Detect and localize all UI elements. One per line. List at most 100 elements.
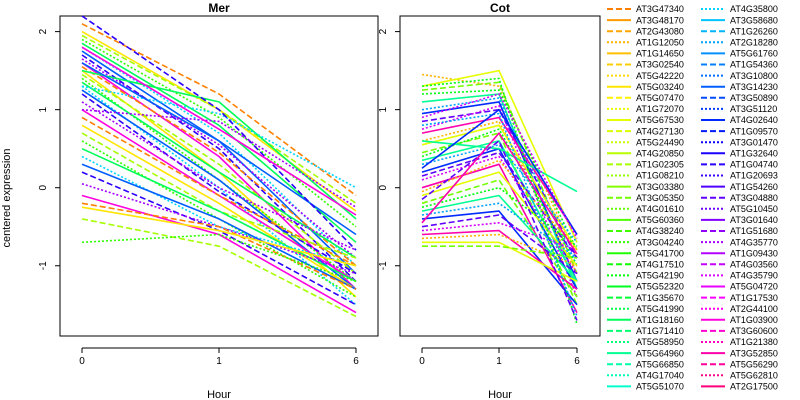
legend-label: AT4G35800	[730, 4, 778, 14]
legend-label: AT2G18280	[730, 38, 778, 48]
series-line-mer	[81, 233, 357, 283]
series-line-cot	[421, 89, 578, 251]
panel-title-mer: Mer	[208, 1, 230, 15]
legend-label: AT5G62810	[730, 371, 778, 381]
series-line-cot	[421, 116, 578, 235]
legend-label: AT5G10450	[730, 204, 778, 214]
panel-cot: Cot Hour -1 0 1 2 0 1 6	[378, 1, 601, 400]
x-tick-label: 6	[574, 356, 580, 367]
series-line-cot	[421, 77, 578, 325]
legend-label: AT4G01610	[636, 204, 684, 214]
legend-label: AT1G08210	[636, 171, 684, 181]
legend-label: AT3G01470	[730, 137, 778, 147]
x-tick-label: 0	[419, 356, 425, 367]
legend-label: AT2G44100	[730, 304, 778, 314]
x-tick-label: 1	[496, 356, 502, 367]
plot-frame-cot	[399, 15, 601, 337]
legend-label: AT4G35790	[730, 271, 778, 281]
series-line-cot	[422, 241, 578, 283]
y-axis-label: centered expression	[1, 148, 13, 247]
legend-label: AT5G42190	[636, 271, 684, 281]
legend-label: AT5G61760	[730, 49, 778, 59]
legend-label: AT1G09570	[730, 126, 778, 136]
y-tick-label: 0	[378, 184, 389, 190]
legend-label: AT1G09430	[730, 248, 778, 258]
legend-label: AT1G35670	[636, 293, 684, 303]
legend-label: AT5G04720	[730, 282, 778, 292]
series-line-mer	[81, 124, 357, 290]
series-line-mer	[81, 46, 357, 216]
legend-label: AT3G04240	[636, 237, 684, 247]
legend-label: AT1G51680	[730, 226, 778, 236]
series-line-cot	[421, 151, 578, 259]
legend-label: AT4G35770	[730, 237, 778, 247]
legend-label: AT3G50890	[730, 93, 778, 103]
series-line-cot	[421, 194, 578, 282]
y-tick-label: 1	[38, 106, 49, 112]
legend-label: AT5G03240	[636, 82, 684, 92]
legend-label: AT5G58950	[636, 337, 684, 347]
legend-label: AT5G56290	[730, 359, 778, 369]
legend-label: AT1G54360	[730, 60, 778, 70]
legend-label: AT4G03560	[730, 260, 778, 270]
legend-label: AT3G51120	[730, 104, 777, 114]
x-tick-label: 1	[216, 356, 222, 367]
legend-label: AT1G17530	[730, 293, 778, 303]
legend-label: AT4G17040	[636, 371, 684, 381]
legend-label: AT3G48170	[636, 15, 684, 25]
y-tick-label: 0	[38, 184, 49, 190]
legend-label: AT5G41990	[636, 304, 684, 314]
legend-label: AT1G04740	[730, 160, 778, 170]
series-line-cot	[421, 155, 578, 275]
series-line-mer	[81, 34, 357, 204]
legend-label: AT2G43080	[636, 26, 684, 36]
series-line-mer	[81, 46, 357, 267]
legend-label: AT3G52850	[730, 348, 778, 358]
legend-label: AT3G60600	[730, 326, 778, 336]
series-line-cot	[421, 214, 578, 275]
legend-label: AT3G03380	[636, 182, 684, 192]
y-tick-label: 2	[378, 28, 389, 34]
legend-label: AT5G66850	[636, 359, 684, 369]
series-line-cot	[422, 245, 578, 259]
legend-label: AT5G51070	[636, 382, 684, 392]
plot-frame-mer	[59, 15, 379, 337]
legend-label: AT3G47340	[636, 4, 684, 14]
series-line-cot	[421, 202, 578, 259]
x-axis-label-mer: Hour	[207, 389, 231, 400]
series-line-mer	[81, 58, 357, 259]
legend-label: AT3G02540	[636, 60, 684, 70]
series-line-mer	[81, 66, 357, 267]
series-line-cot	[421, 140, 578, 193]
legend-label: AT1G71410	[636, 326, 684, 336]
series-line-cot	[421, 140, 578, 321]
legend: AT3G47340AT3G48170AT2G43080AT1G12050AT1G…	[607, 4, 778, 392]
legend-label: AT1G14650	[636, 49, 684, 59]
series-line-mer	[81, 147, 357, 283]
series-line-cot	[421, 186, 578, 247]
series-line-mer	[81, 206, 357, 267]
series-line-cot	[421, 128, 578, 267]
legend-label: AT3G05350	[636, 193, 684, 203]
x-tick-label: 0	[79, 356, 85, 367]
series-line-mer	[81, 108, 357, 208]
series-line-cot	[421, 108, 578, 259]
series-line-mer	[81, 62, 357, 236]
legend-label: AT1G26260	[730, 26, 778, 36]
series-line-mer	[81, 23, 357, 197]
series-line-mer	[81, 62, 357, 290]
series-line-mer	[81, 101, 357, 251]
legend-label: AT1G20693	[730, 171, 778, 181]
legend-label: AT5G42220	[636, 71, 684, 81]
y-tick-label: 1	[378, 106, 389, 112]
series-line-mer	[81, 81, 357, 259]
y-tick-label: 2	[38, 28, 49, 34]
legend-label: AT4G17510	[636, 260, 684, 270]
legend-label: AT5G07470	[636, 93, 684, 103]
legend-label: AT3G04880	[730, 193, 778, 203]
legend-label: AT4G20850	[636, 149, 684, 159]
legend-label: AT5G52320	[636, 282, 684, 292]
series-line-mer	[81, 69, 357, 220]
legend-label: AT5G41700	[636, 248, 684, 258]
